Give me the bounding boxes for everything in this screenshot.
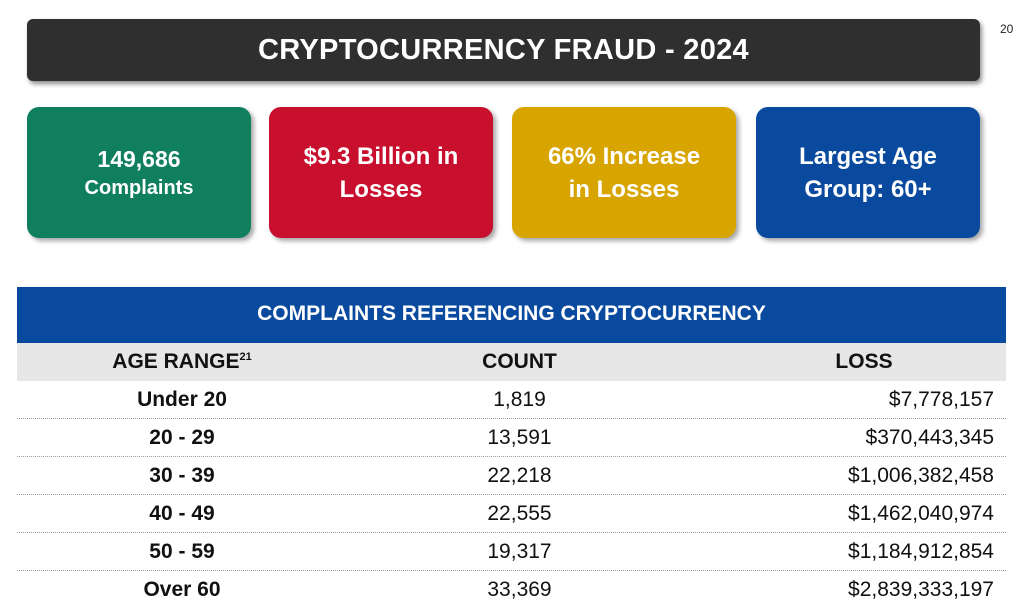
table-row: 50 - 59 19,317 $1,184,912,854	[17, 533, 1006, 571]
table-row: 40 - 49 22,555 $1,462,040,974	[17, 495, 1006, 533]
column-header-age: AGE RANGE21	[17, 350, 347, 374]
cell-age: 20 - 29	[149, 425, 215, 449]
column-header-age-label: AGE RANGE	[112, 350, 240, 373]
cell-count: 19,317	[487, 539, 552, 563]
stat-card-complaints: 149,686 Complaints	[27, 107, 251, 238]
title-banner: CRYPTOCURRENCY FRAUD - 2024	[27, 19, 980, 81]
cell-age: 50 - 59	[149, 539, 215, 563]
stat-card-line2: in Losses	[568, 175, 680, 203]
stat-card-line2: Losses	[339, 175, 423, 203]
table-row: 30 - 39 22,218 $1,006,382,458	[17, 457, 1006, 495]
cell-loss: $1,462,040,974	[848, 501, 994, 525]
cell-age: 30 - 39	[149, 463, 215, 487]
page-number: 20	[1000, 22, 1014, 36]
table-row: 20 - 29 13,591 $370,443,345	[17, 419, 1006, 457]
cell-loss: $1,184,912,854	[848, 539, 994, 563]
table-title: COMPLAINTS REFERENCING CRYPTOCURRENCY	[17, 287, 1006, 343]
cell-loss: $370,443,345	[865, 425, 994, 449]
footnote-marker: 21	[239, 351, 252, 363]
cell-loss: $2,839,333,197	[848, 578, 994, 601]
stat-card-age-group: Largest Age Group: 60+	[756, 107, 980, 238]
column-header-loss: LOSS	[835, 350, 893, 373]
cell-count: 33,369	[487, 578, 552, 601]
stat-card-line1: 149,686	[97, 145, 181, 172]
stat-cards: 149,686 Complaints $9.3 Billion in Losse…	[27, 107, 982, 238]
cell-loss: $1,006,382,458	[848, 463, 994, 487]
stat-card-line1: $9.3 Billion in	[303, 142, 459, 170]
stat-card-line1: Largest Age	[799, 142, 937, 170]
page-title: CRYPTOCURRENCY FRAUD - 2024	[258, 33, 749, 66]
crypto-complaints-table: COMPLAINTS REFERENCING CRYPTOCURRENCY AG…	[17, 287, 1006, 609]
cell-count: 1,819	[493, 387, 546, 411]
table-row: Over 60 33,369 $2,839,333,197	[17, 571, 1006, 609]
stat-card-line2: Complaints	[84, 176, 194, 199]
cell-age: Under 20	[137, 387, 227, 411]
stat-card-line2: Group: 60+	[804, 175, 932, 203]
table-row: Under 20 1,819 $7,778,157	[17, 381, 1006, 419]
cell-loss: $7,778,157	[888, 387, 994, 411]
table-header-row: AGE RANGE21 COUNT LOSS	[17, 343, 1006, 381]
cell-count: 22,218	[487, 463, 552, 487]
stat-card-line1: 66% Increase	[547, 142, 701, 170]
column-header-count: COUNT	[482, 350, 557, 373]
cell-count: 22,555	[487, 501, 552, 525]
stat-card-increase: 66% Increase in Losses	[512, 107, 736, 238]
cell-count: 13,591	[487, 425, 552, 449]
cell-age: Over 60	[143, 578, 221, 601]
cell-age: 40 - 49	[149, 501, 215, 525]
stat-card-losses: $9.3 Billion in Losses	[269, 107, 493, 238]
